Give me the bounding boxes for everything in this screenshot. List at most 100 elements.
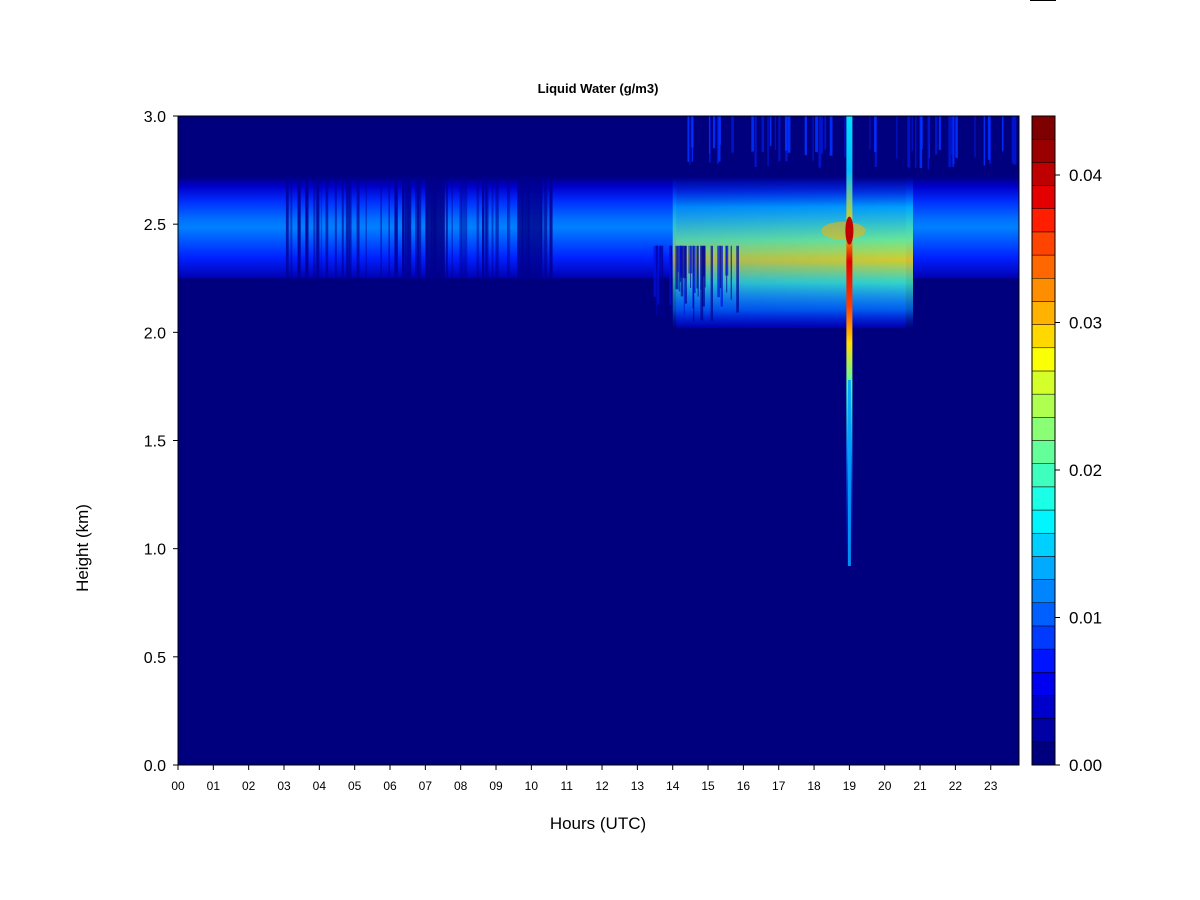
hanging-streak [710, 245, 714, 321]
layer-gap [507, 176, 509, 279]
hanging-streak [717, 245, 721, 298]
layer-gap [491, 176, 494, 279]
upper-patch [896, 116, 898, 159]
upper-patch [804, 116, 807, 156]
upper-patch [935, 116, 938, 155]
upper-patch [952, 116, 954, 167]
upper-patch [761, 116, 765, 153]
layer-gap [541, 176, 544, 279]
x-tick-label: 12 [595, 779, 609, 793]
layer-gap [485, 176, 489, 279]
x-tick-label: 16 [737, 779, 751, 793]
upper-patch [818, 116, 822, 168]
colorbar-segment [1031, 231, 1056, 256]
layer-gap [334, 176, 337, 279]
layer-gap [415, 176, 417, 279]
layer-gap [403, 176, 407, 279]
x-tick-label: 06 [383, 779, 397, 793]
layer-gap [306, 176, 308, 279]
x-tick-label: 07 [419, 779, 433, 793]
layer-gap [461, 176, 465, 279]
x-tick-label: 15 [701, 779, 715, 793]
x-tick-label: 09 [489, 779, 503, 793]
upper-patch [907, 116, 911, 168]
corner-mark [1030, 0, 1056, 1]
layer-gap [417, 176, 422, 279]
hanging-streak [680, 245, 684, 297]
vertical-streak [846, 116, 853, 571]
hanging-streak [690, 245, 693, 274]
colorbar-segment [1031, 208, 1056, 233]
hanging-streak [683, 245, 686, 279]
colorbar-segment [1031, 579, 1056, 603]
hanging-streak [693, 245, 696, 293]
colorbar-tick-label: 0.00 [1069, 756, 1102, 775]
hanging-streak [653, 245, 657, 297]
upper-patch [844, 116, 846, 158]
upper-patch [1011, 116, 1015, 164]
hanging-streak [656, 245, 658, 318]
colorbar-segment [1031, 324, 1056, 349]
layer-gap [402, 176, 404, 279]
peak-halo [821, 221, 866, 240]
layer-gap [548, 176, 551, 279]
upper-patch [687, 116, 690, 162]
upper-patch [718, 116, 721, 145]
colorbar: 0.00 0.01 0.02 0.03 0.04 [1031, 115, 1102, 775]
y-tick-label: 3.0 [144, 109, 166, 126]
layer-gap [464, 176, 467, 279]
hanging-streak [688, 245, 690, 274]
y-axis-label: Height (km) [73, 504, 92, 592]
colorbar-segment [1031, 556, 1056, 580]
axes: 0.0 0.5 1.0 1.5 2.0 2.5 3.0 00 01 02 03 04 05 06 07 08 0… [144, 109, 1020, 793]
colorbar-tick-label: 0.01 [1069, 609, 1102, 628]
upper-patch [974, 116, 976, 158]
upper-patch [689, 116, 691, 166]
layer-gap [395, 176, 398, 279]
layer-gap [407, 176, 411, 279]
upper-patch [751, 116, 754, 152]
layer-gap [316, 176, 320, 279]
x-tick-label: 19 [843, 779, 857, 793]
upper-patch [874, 116, 877, 153]
x-tick-label: 21 [913, 779, 927, 793]
upper-patch [778, 116, 781, 162]
colorbar-segment [1031, 138, 1056, 163]
layer-gap [495, 176, 499, 279]
layer-gap [507, 176, 511, 279]
colorbar-segment [1031, 347, 1056, 372]
layer-gap [347, 176, 351, 279]
colorbar-segment [1031, 486, 1056, 511]
upper-patch [767, 116, 769, 167]
hanging-streak [661, 245, 664, 316]
hanging-streak [696, 245, 699, 289]
upper-patch [955, 116, 958, 158]
x-tick-label: 02 [242, 779, 256, 793]
hanging-streak [730, 245, 732, 300]
hanging-streak [683, 245, 685, 315]
upper-patch [920, 116, 923, 149]
upper-patch [787, 116, 791, 153]
x-tick-label: 10 [525, 779, 539, 793]
y-tick-label: 0.5 [144, 650, 166, 667]
upper-patch [731, 116, 734, 153]
layer-gap [459, 176, 461, 279]
hanging-streak [678, 245, 681, 292]
upper-patch [1001, 116, 1004, 152]
upper-patch [774, 116, 776, 150]
hanging-streak [675, 245, 679, 290]
hanging-streak [700, 245, 704, 321]
x-tick-label: 05 [348, 779, 362, 793]
colorbar-segment [1031, 162, 1056, 186]
hanging-streak [720, 245, 723, 307]
chart-title: Liquid Water (g/m3) [538, 81, 659, 96]
hanging-streak [697, 245, 699, 297]
hanging-streak [669, 245, 672, 274]
hanging-streak [669, 245, 672, 305]
layer-gap [550, 176, 553, 279]
layer-gap [416, 176, 418, 279]
x-tick-label: 01 [207, 779, 221, 793]
y-tick-label: 0.0 [144, 758, 166, 775]
colorbar-tick-label: 0.04 [1069, 166, 1102, 185]
layer-gap [286, 176, 290, 279]
